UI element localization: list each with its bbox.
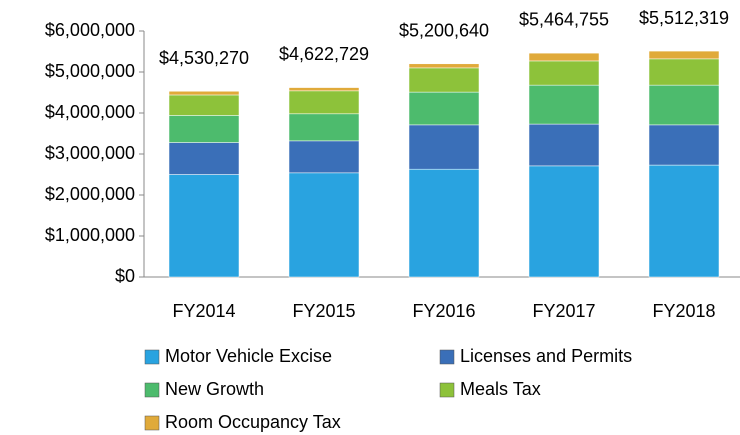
y-tick-label: $6,000,000	[45, 20, 135, 40]
y-tick-label: $1,000,000	[45, 225, 135, 245]
bar-segment	[168, 115, 240, 143]
bar-segment	[168, 91, 240, 96]
total-label: $4,622,729	[279, 44, 369, 64]
total-label: $5,200,640	[399, 21, 489, 41]
bar-segment	[528, 60, 600, 86]
x-tick-label: FY2014	[172, 301, 235, 321]
y-tick-label: $0	[115, 266, 135, 286]
bar-segment	[288, 87, 360, 92]
legend-swatch	[144, 349, 160, 365]
total-label: $5,464,755	[519, 10, 609, 30]
total-label: $4,530,270	[159, 48, 249, 68]
bar-segment	[288, 113, 360, 142]
bar-segment	[288, 140, 360, 174]
legend-swatch	[439, 349, 455, 365]
bar-segment	[648, 58, 720, 86]
legend-label: Licenses and Permits	[460, 346, 632, 366]
y-tick-label: $4,000,000	[45, 102, 135, 122]
bar-segment	[408, 168, 480, 278]
bar-segment	[288, 90, 360, 115]
bar-segment	[528, 52, 600, 62]
x-tick-label: FY2015	[292, 301, 355, 321]
legend-swatch	[144, 415, 160, 431]
bar-segment	[168, 174, 240, 278]
legend-label: Motor Vehicle Excise	[165, 346, 332, 366]
bar-segment	[648, 124, 720, 166]
bar-segment	[528, 84, 600, 125]
x-tick-label: FY2018	[652, 301, 715, 321]
bar-segment	[648, 50, 720, 60]
x-tick-label: FY2017	[532, 301, 595, 321]
y-tick-label: $2,000,000	[45, 184, 135, 204]
bar-segment	[168, 142, 240, 175]
legend-label: New Growth	[165, 379, 264, 399]
legend-swatch	[439, 382, 455, 398]
bar-segment	[288, 172, 360, 278]
bar-segment	[528, 123, 600, 167]
bar-segment	[408, 67, 480, 93]
bar-segment	[408, 63, 480, 69]
bar-segment	[648, 164, 720, 278]
y-tick-label: $3,000,000	[45, 143, 135, 163]
y-tick-label: $5,000,000	[45, 61, 135, 81]
legend-label: Room Occupancy Tax	[165, 412, 341, 432]
bar-segment	[408, 124, 480, 170]
x-tick-label: FY2016	[412, 301, 475, 321]
bar-segment	[648, 84, 720, 126]
bar-segment	[528, 165, 600, 278]
bar-segment	[168, 94, 240, 116]
total-label: $5,512,319	[639, 8, 729, 28]
legend-label: Meals Tax	[460, 379, 541, 399]
legend-swatch	[144, 382, 160, 398]
bar-segment	[408, 91, 480, 126]
